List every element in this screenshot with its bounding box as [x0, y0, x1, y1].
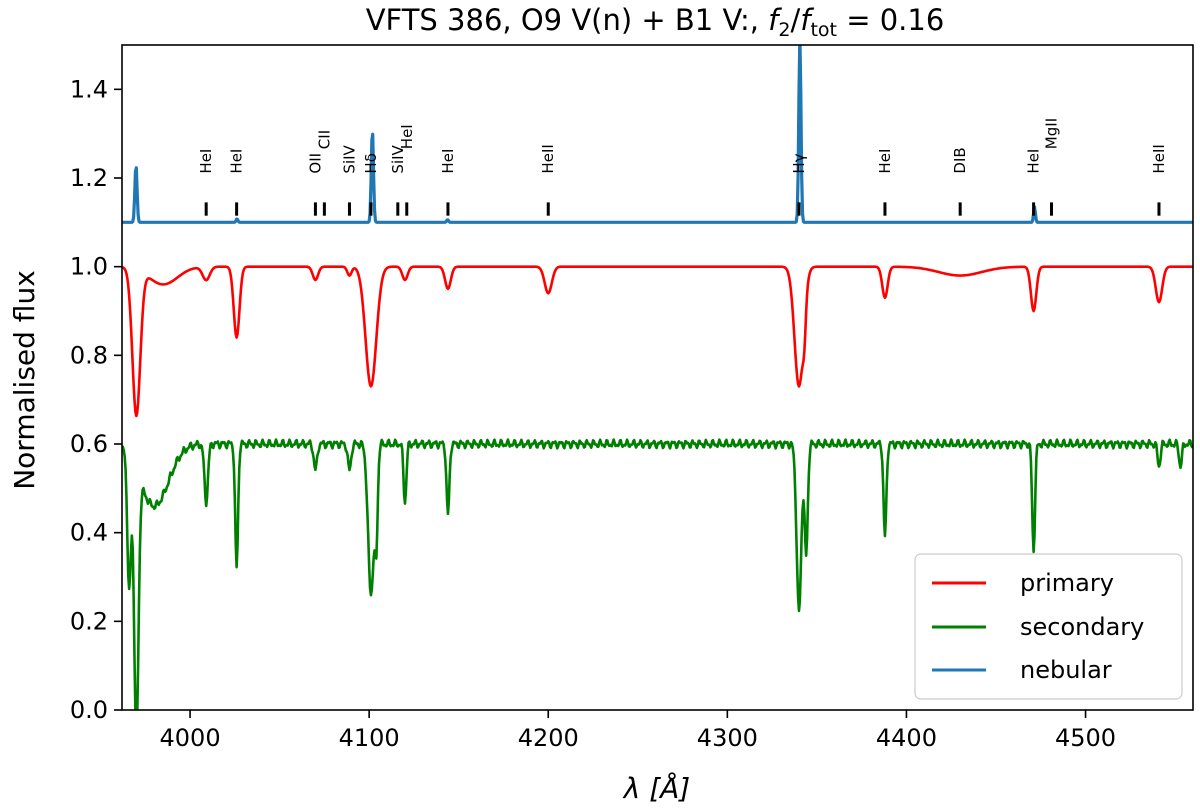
legend-label-primary: primary	[1020, 569, 1114, 597]
y-tick-label: 0.2	[70, 607, 108, 635]
line-id-label: MgII	[1043, 118, 1061, 149]
legend-label-nebular: nebular	[1020, 656, 1112, 684]
legend-box	[914, 553, 1183, 700]
line-id-label: Hγ	[790, 153, 808, 173]
line-id-label: HeII	[1150, 144, 1168, 173]
line-id-label: Hδ	[362, 153, 380, 173]
x-axis-ticks: 4000 4100 4200 4300 4400 4500	[160, 710, 1116, 752]
x-tick-label: 4500	[1055, 724, 1116, 752]
line-id-label: HeI	[228, 149, 246, 174]
x-axis-label: λ [Å]	[622, 771, 690, 805]
y-tick-label: 0.8	[70, 341, 108, 369]
y-tick-label: 1.0	[70, 253, 108, 281]
y-tick-label: 1.4	[70, 75, 108, 103]
line-id-label: HeI	[197, 149, 215, 174]
y-tick-label: 0.6	[70, 430, 108, 458]
series-line-nebular	[122, 45, 1193, 224]
x-tick-label: 4100	[339, 724, 400, 752]
y-tick-label: 1.2	[70, 164, 108, 192]
legend: primary secondary nebular	[914, 553, 1183, 700]
y-tick-label: 0.4	[70, 519, 108, 547]
x-tick-label: 4400	[876, 724, 937, 752]
series-line-primary	[122, 265, 1193, 418]
legend-label-secondary: secondary	[1020, 613, 1144, 641]
line-id-label: HeI	[439, 149, 457, 174]
plot-area	[122, 45, 1193, 710]
line-id-label: HeI	[1025, 149, 1043, 174]
line-id-label: HeII	[539, 144, 557, 173]
line-id-label: DIB	[951, 147, 969, 173]
line-id-label: CII	[315, 130, 333, 149]
line-id-label: SiIV	[340, 144, 358, 173]
line-id-label: HeI	[876, 149, 894, 174]
y-axis-label: Normalised flux	[8, 270, 41, 490]
x-tick-label: 4000	[160, 724, 221, 752]
chart-title: VFTS 386, O9 V(n) + B1 V:, f2/ftot = 0.1…	[366, 3, 945, 41]
series-line-secondary	[122, 438, 1193, 710]
y-tick-label: 0.0	[70, 696, 108, 724]
line-id-label: OII	[306, 153, 324, 174]
x-tick-label: 4200	[518, 724, 579, 752]
line-id-label: SiIV	[389, 144, 407, 173]
line-id-label: HeI	[398, 124, 416, 149]
axes-frame	[121, 44, 1194, 711]
x-tick-label: 4300	[697, 724, 758, 752]
y-axis-ticks: 0.0 0.2 0.4 0.6 0.8 1.0 1.2 1.4	[70, 75, 122, 724]
